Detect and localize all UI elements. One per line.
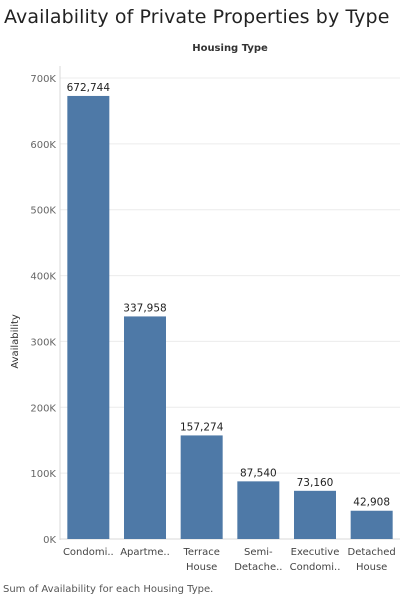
bar-value-label: 87,540: [240, 467, 277, 479]
y-tick-label: 500K: [30, 206, 56, 217]
bar-value-label: 42,908: [353, 497, 390, 509]
x-tick-label: Apartme..: [120, 547, 170, 558]
x-tick-label: House: [186, 562, 217, 573]
y-axis-label: Availability: [10, 314, 21, 369]
column-header-housing-type: Housing Type: [192, 43, 268, 54]
chart-caption: Sum of Availability for each Housing Typ…: [3, 584, 214, 595]
x-tick-label: House: [356, 562, 387, 573]
bar-value-label: 73,160: [297, 477, 334, 489]
bar: [67, 95, 110, 540]
bar-value-label: 157,274: [180, 421, 224, 433]
y-tick-label: 100K: [30, 469, 56, 480]
x-tick-label: Condomi..: [63, 547, 114, 558]
x-tick-label: Condomi..: [290, 562, 341, 573]
bar: [124, 316, 166, 539]
bar: [237, 481, 280, 539]
y-tick-label: 0K: [43, 535, 56, 546]
y-tick-label: 400K: [30, 272, 56, 283]
y-tick-label: 700K: [30, 74, 56, 85]
bar: [350, 510, 393, 539]
y-tick-label: 600K: [30, 140, 56, 151]
y-tick-label: 300K: [30, 337, 56, 348]
chart-title: Availability of Private Properties by Ty…: [4, 6, 390, 28]
bar-value-label: 672,744: [67, 82, 111, 94]
y-tick-label: 200K: [30, 403, 56, 414]
bar-value-label: 337,958: [123, 302, 166, 314]
bar: [294, 490, 336, 539]
x-tick-label: Detached: [348, 547, 396, 558]
x-tick-label: Semi-: [244, 547, 273, 558]
x-tick-label: Terrace: [182, 547, 219, 558]
bar: [180, 435, 223, 539]
x-tick-label: Executive: [291, 547, 340, 558]
x-tick-label: Detache..: [234, 562, 282, 573]
